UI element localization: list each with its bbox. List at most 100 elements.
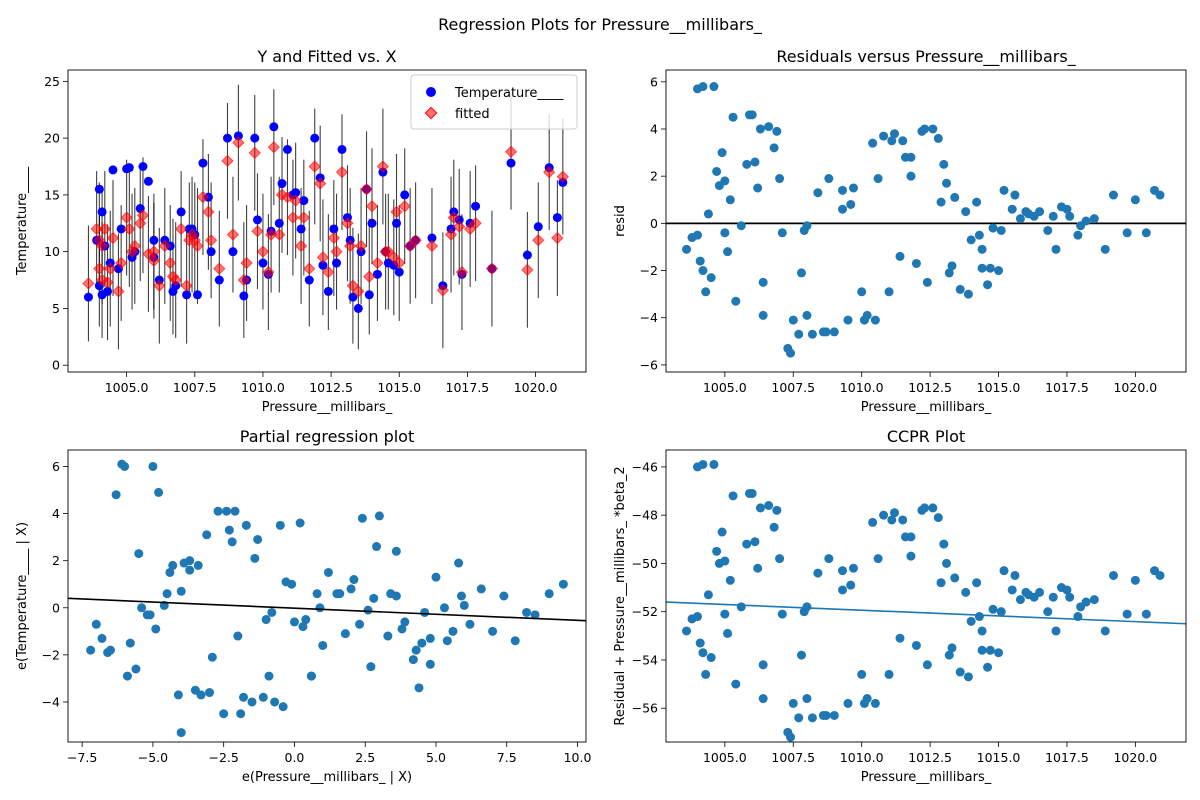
observed-point (533, 222, 543, 232)
scatter-point (983, 280, 993, 290)
panel-title: CCPR Plot (887, 427, 965, 446)
scatter-point (558, 579, 568, 589)
fitted-point (204, 234, 218, 247)
scatter-point (939, 539, 949, 549)
scatter-point (270, 697, 280, 707)
scatter-point (366, 662, 376, 672)
scatter-point (425, 633, 435, 643)
scatter-point (717, 148, 727, 158)
x-tick-label: 1007.5 (771, 380, 815, 395)
scatter-point (275, 520, 285, 530)
observed-point (222, 133, 232, 143)
fitted-point (322, 265, 335, 279)
scatter-point (777, 609, 787, 619)
scatter-point (911, 640, 921, 650)
x-tick-label: 1015.0 (977, 380, 1021, 395)
scatter-point (400, 617, 410, 627)
x-tick-label: 2.5 (355, 750, 375, 765)
fitted-point (95, 239, 109, 253)
scatter-point (807, 329, 817, 339)
plot-area (666, 82, 1186, 358)
fitted-point (93, 262, 106, 275)
observed-point (310, 133, 320, 143)
fitted-point (226, 228, 240, 241)
scatter-point (131, 664, 141, 674)
scatter-point (1155, 190, 1165, 200)
scatter-point (386, 589, 396, 599)
axes-frame (665, 449, 1187, 743)
scatter-point (725, 575, 735, 585)
scatter-point (974, 612, 984, 622)
scatter-point (306, 671, 316, 681)
y-tick-label: −6 (640, 357, 658, 372)
fitted-point (98, 222, 112, 236)
observed-point (394, 267, 404, 277)
scatter-point (706, 653, 716, 663)
fitted-point (180, 279, 193, 292)
scatter-point (873, 554, 883, 564)
scatter-point (723, 628, 733, 638)
x-tick-label: 1010.0 (241, 380, 285, 395)
scatter-point (544, 589, 554, 599)
scatter-point (788, 315, 798, 325)
scatter-point (698, 266, 708, 276)
scatter-point (346, 584, 356, 594)
scatter-point (355, 619, 365, 629)
scatter-point (151, 624, 161, 634)
x-tick-label: 1012.5 (908, 750, 952, 765)
scatter-point (1065, 211, 1075, 221)
scatter-point (764, 122, 774, 132)
x-tick-label: 1017.5 (1045, 750, 1089, 765)
scatter-point (122, 671, 132, 681)
scatter-point (999, 185, 1009, 195)
observed-point (108, 165, 118, 175)
scatter-point (431, 572, 441, 582)
scatter-point (755, 124, 765, 134)
y-tick-label: 0 (52, 358, 60, 373)
scatter-point (185, 556, 195, 566)
fitted-point (455, 265, 469, 279)
x-tick-label: 1020.0 (514, 380, 558, 395)
observed-point (143, 176, 153, 186)
scatter-point (340, 629, 350, 639)
scatter-point (720, 556, 730, 566)
scatter-point (168, 560, 178, 570)
y-tick-label: −4 (42, 694, 60, 709)
fitted-point (101, 276, 114, 289)
scatter-point (196, 690, 206, 700)
fitted-point (521, 263, 534, 277)
scatter-point (775, 554, 785, 564)
fitted-point (354, 239, 368, 253)
scatter-point (859, 698, 869, 708)
fitted-point (112, 285, 125, 298)
observed-point (168, 286, 178, 296)
fitted-point (376, 160, 390, 173)
scatter-point (936, 197, 946, 207)
scatter-point (829, 327, 839, 337)
scatter-point (731, 296, 741, 306)
plot-area (68, 459, 586, 738)
fitted-point (330, 245, 343, 258)
scatter-point (725, 195, 735, 205)
fitted-point (387, 251, 401, 264)
scatter-point (712, 166, 722, 176)
fitted-point (297, 211, 311, 224)
scatter-point (977, 645, 987, 655)
fitted-point (371, 256, 384, 270)
y-tick-label: −56 (632, 701, 658, 716)
y-tick-label: 5 (52, 301, 60, 316)
observed-point (299, 196, 309, 206)
scatter-point (1076, 602, 1086, 612)
scatter-point (821, 710, 831, 720)
scatter-point (1155, 570, 1165, 580)
fitted-point (469, 217, 482, 230)
scatter-point (794, 329, 804, 339)
fitted-point (240, 256, 253, 270)
scatter-point (530, 610, 540, 620)
fitted-point (82, 277, 95, 290)
scatter-point (966, 235, 976, 245)
fitted-point (188, 234, 201, 247)
scatter-point (944, 268, 954, 278)
scatter-point (939, 159, 949, 169)
scatter-point (349, 575, 359, 585)
